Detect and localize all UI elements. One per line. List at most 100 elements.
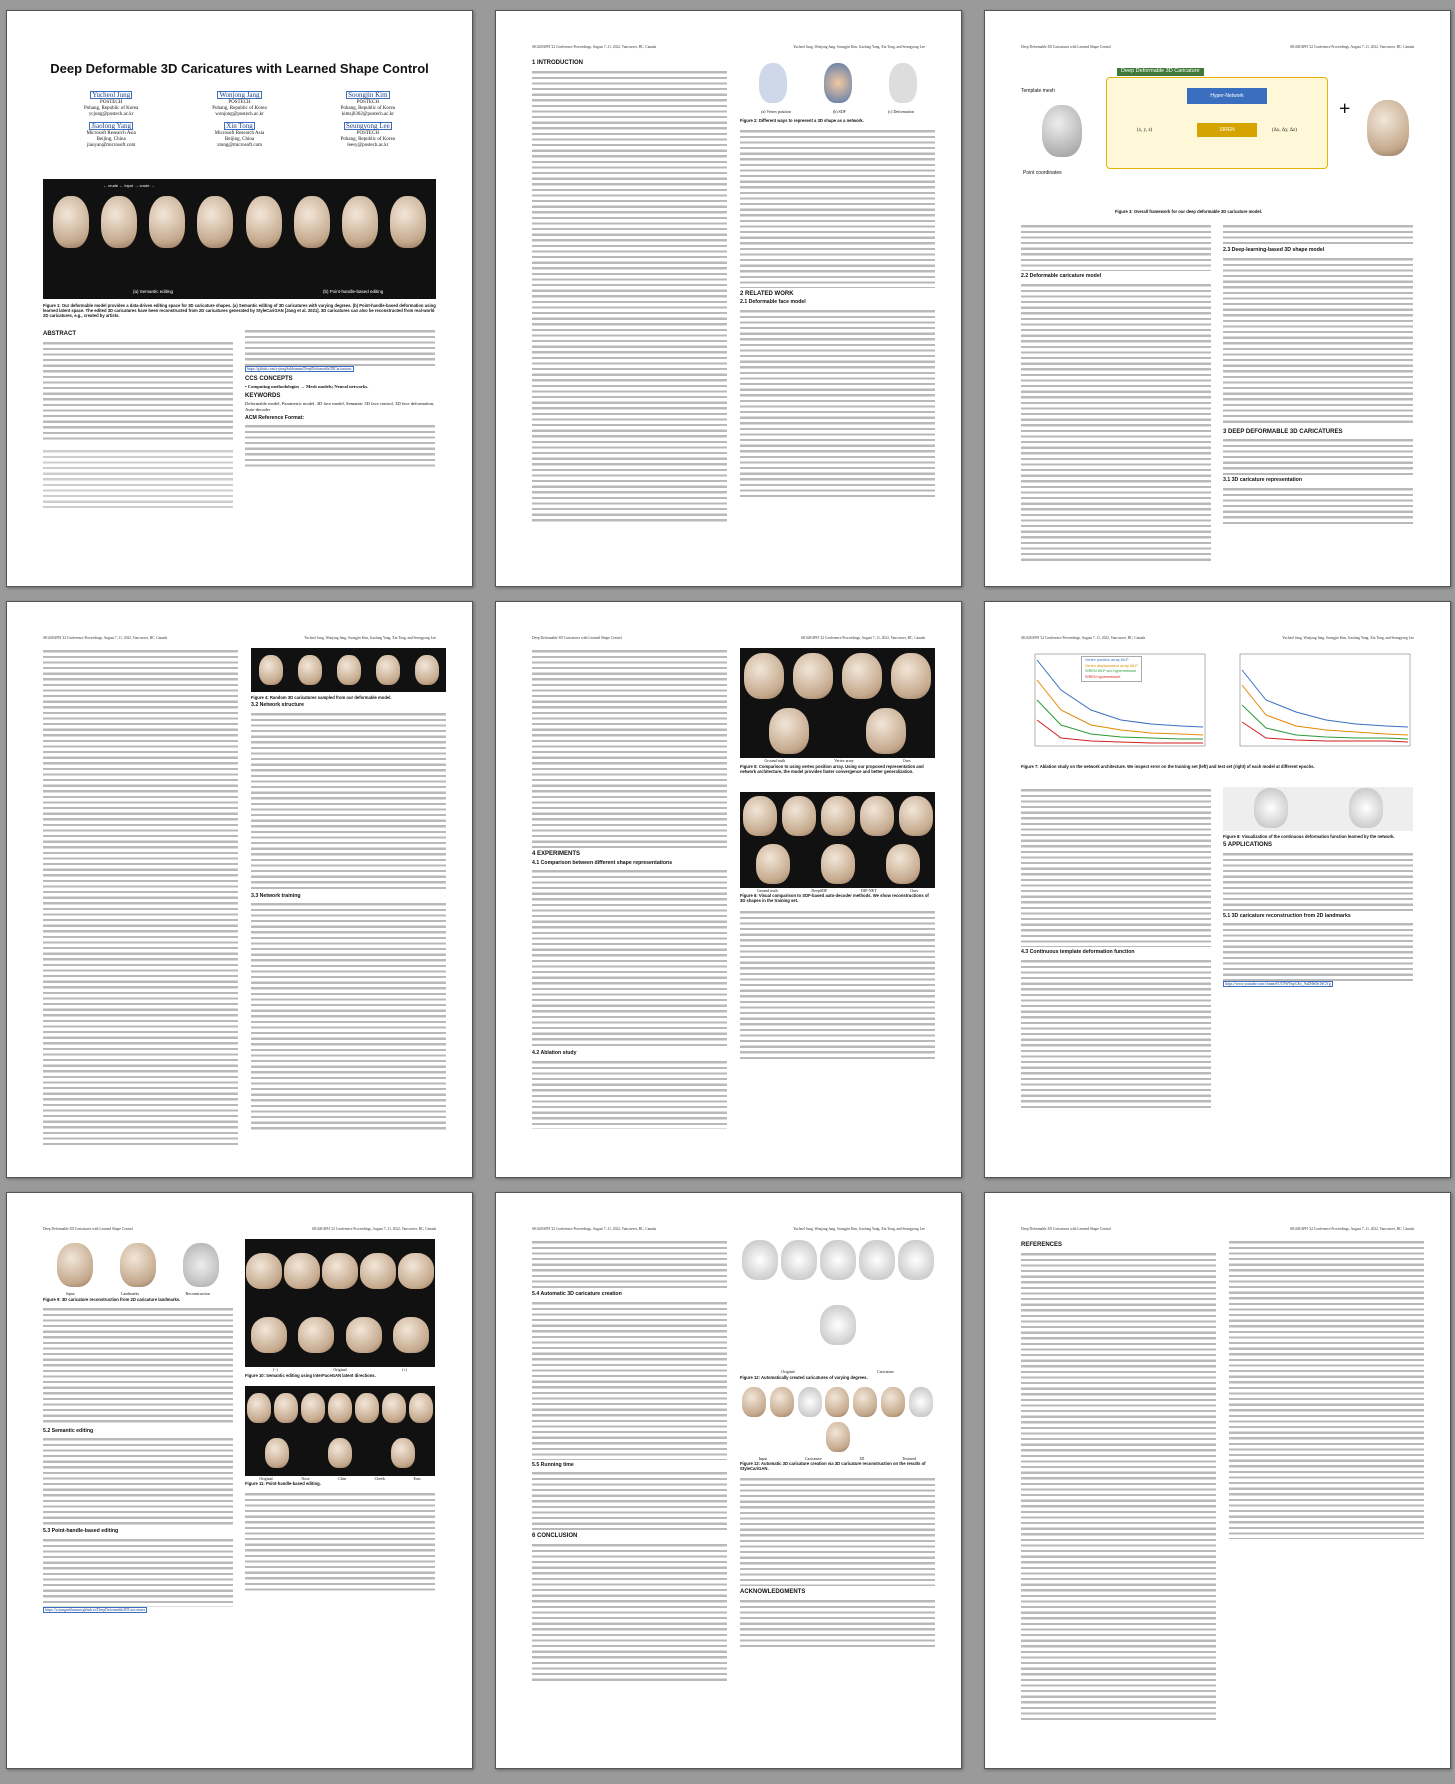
column-left: 4 EXPERIMENTS 4.1 Comparison between dif… <box>532 648 727 1129</box>
author-email: xtong@microsoft.com <box>216 143 262 148</box>
column-left: ABSTRACT <box>43 328 233 508</box>
legend-entry: SIREN MLP w/o hypernetwork <box>1085 669 1137 674</box>
sdf-comparison-face <box>885 843 920 884</box>
author-name[interactable]: Yucheol Jung <box>90 91 133 99</box>
semantic-edit-face <box>298 1317 335 1353</box>
author-affil: POSTECH <box>356 131 379 136</box>
sample-face <box>297 655 322 685</box>
series-vertex-displacement <box>1241 684 1409 736</box>
fig13-label: Caricature <box>805 1455 822 1461</box>
landmarks-image <box>119 1243 156 1287</box>
author-affil: POSTECH <box>356 100 379 105</box>
reconstruction-text <box>1223 921 1413 982</box>
project-link[interactable]: https://ycjungsubhuman.github.io/DeepDef… <box>43 1606 148 1613</box>
caricature-textured <box>825 1421 850 1452</box>
figure-9-caption: Figure 9: 3D caricature reconstruction f… <box>43 1296 181 1302</box>
intro-text <box>532 68 727 524</box>
teaser-top-label: ← crude ← Input → crude → <box>103 183 155 188</box>
legend-entry: Vertex position array MLP <box>1085 658 1129 662</box>
face-image <box>149 196 186 248</box>
figure-4 <box>251 648 446 692</box>
column-left: 1 INTRODUCTION <box>532 57 727 524</box>
author-loc: Pohang, Republic of Korea <box>212 106 267 111</box>
legend-entry: SIREN hypernetwork <box>1085 674 1121 679</box>
legend-entry: Vertex displacement array MLP <box>1085 663 1138 668</box>
youtube-link[interactable]: https://www.youtube.com/channel/UC9WNqrG… <box>1223 981 1333 988</box>
deformation-vis-face <box>1348 788 1383 828</box>
author-loc: Beijing, China <box>224 137 255 142</box>
conclusion-text <box>532 1541 727 1682</box>
author-name[interactable]: Xin Tong <box>224 122 255 130</box>
section-5-5: 5.5 Running time <box>532 1461 574 1468</box>
author-loc: Beijing, China <box>96 137 126 142</box>
github-link[interactable]: https://github.com/ycjungSubhuman/DeepDe… <box>245 366 354 372</box>
semantic-edit-face <box>398 1253 434 1289</box>
section-3-1: 3.1 3D caricature representation <box>1223 477 1303 484</box>
deformation-field <box>888 63 917 103</box>
framework-title: Deep Deformable 3D Caricature <box>1117 68 1204 76</box>
output-offset-label: (Δx, Δy, Δz) <box>1272 128 1297 133</box>
teaser-label-b: (b) Point-handle-based editing <box>323 289 384 295</box>
sdf-comparison-face <box>755 843 790 884</box>
teaser-label-a: (a) Semantic editing <box>133 289 174 295</box>
figure-7: Vertex position array MLP Vertex displac… <box>1021 650 1414 762</box>
hypernetwork-box: Hyper-Network <box>1187 88 1267 104</box>
point-handle-text <box>43 1536 233 1607</box>
author-name[interactable]: Seungyong Lee <box>343 122 392 130</box>
acknowledgments-text <box>740 1597 935 1648</box>
references-cont <box>1229 1239 1424 1539</box>
network-structure-text <box>251 710 446 891</box>
fig9-label: Landmarks <box>121 1291 140 1296</box>
vertex-mesh <box>758 63 787 103</box>
figure-2-labels: (a) Vertex position (b) SDF (c) Deformat… <box>740 109 935 115</box>
fig11-label: Ears <box>413 1475 421 1481</box>
sdf-comparison-face <box>820 843 855 884</box>
ablation-text <box>532 1058 727 1129</box>
siren-box: SIREN <box>1197 123 1257 137</box>
section-4-2: 4.2 Ablation study <box>532 1050 577 1057</box>
author-email: ycjung@postech.ac.kr <box>88 112 134 117</box>
teaser-figure: ← crude ← Input → crude → (a) Semantic e… <box>43 179 436 299</box>
author-name[interactable]: Wonjong Jang <box>217 91 262 99</box>
reconstruction-cont <box>43 1305 233 1426</box>
abstract-text <box>43 339 233 440</box>
auto-caricature-face <box>897 1240 934 1280</box>
related-text <box>740 307 935 498</box>
running-header: SIGGRAPH '22 Conference Proceedings, Aug… <box>532 1227 925 1233</box>
sample-face <box>258 655 283 685</box>
references-list <box>1021 1250 1216 1721</box>
figure-11 <box>245 1385 435 1476</box>
figure-13-labels: Input Caricature 3D Textured <box>740 1456 935 1462</box>
caricature-3d <box>797 1386 822 1417</box>
keywords-heading: KEYWORDS <box>245 392 281 399</box>
series-siren-hyper <box>1241 721 1409 743</box>
caricature-textured <box>825 1386 850 1417</box>
training-cont <box>532 648 727 848</box>
page-1: Deep Deformable 3D Caricatures with Lear… <box>6 10 473 587</box>
author-affil: Microsoft Research Asia <box>214 131 265 136</box>
auto-caricature-face <box>741 1240 778 1280</box>
sample-face <box>414 655 439 685</box>
author-name[interactable]: Jiaolong Yang <box>89 122 133 130</box>
section-3: 3 DEEP DEFORMABLE 3D CARICATURES <box>1223 428 1343 435</box>
column-right: Figure 8: Visualization of the continuou… <box>1223 787 1413 988</box>
face-image <box>101 196 138 248</box>
point-edit-face <box>300 1393 325 1424</box>
author-name[interactable]: Soongjin Kim <box>346 91 390 99</box>
running-header: SIGGRAPH '22 Conference Proceedings, Aug… <box>43 636 436 642</box>
author-3: Soongjin Kim POSTECH Pohang, Republic of K… <box>304 91 432 118</box>
ccs-text: • Computing methodologies → Mesh models;… <box>245 384 369 390</box>
output-caricature-face <box>1367 100 1409 156</box>
figure-2 <box>740 57 935 109</box>
column-right: (−) Original (+) Figure 10: Semantic edi… <box>245 1239 435 1592</box>
semantic-edit-face <box>246 1253 282 1289</box>
fig5-label: Ground truth <box>764 758 786 763</box>
semantic-edit-face <box>393 1317 430 1353</box>
auto-caricature-face <box>858 1240 895 1280</box>
representation-text <box>43 648 238 1148</box>
section-4: 4 EXPERIMENTS <box>532 851 581 857</box>
comparison-face <box>768 707 809 754</box>
point-edit-face <box>355 1393 380 1424</box>
sdf-comparison-face <box>898 795 933 836</box>
figure-9 <box>43 1239 233 1291</box>
